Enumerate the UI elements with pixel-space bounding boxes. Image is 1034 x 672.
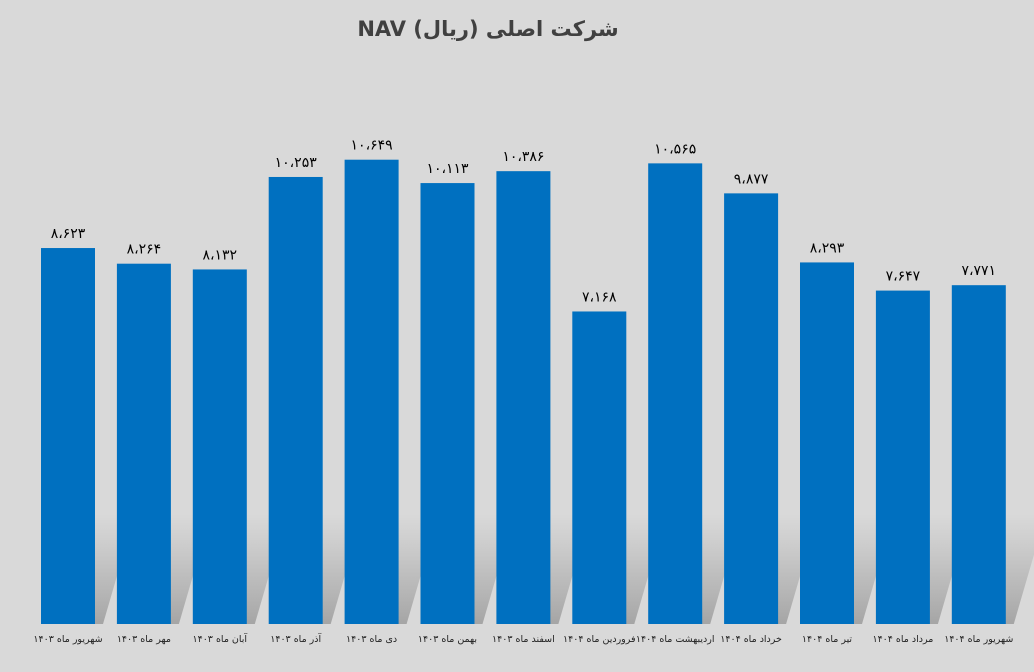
bar	[875, 290, 930, 624]
category-label: اردیبهشت ماه ۱۴۰۴	[636, 634, 715, 645]
bar	[724, 193, 779, 624]
data-label: ۱۰،۱۱۳	[426, 161, 469, 177]
data-label: ۸،۲۶۴	[127, 242, 162, 258]
category-label: اسفند ماه ۱۴۰۳	[492, 634, 555, 645]
data-label: ۱۰،۳۸۶	[502, 149, 544, 165]
category-label: آذر ماه ۱۴۰۳	[270, 632, 321, 645]
bar	[572, 311, 627, 624]
category-labels: شهریور ماه ۱۴۰۳ مهر ماه ۱۴۰۳ آبان ماه ۱۴۰۳…	[33, 632, 1013, 645]
data-label: ۱۰،۶۴۹	[351, 138, 393, 154]
category-label: بهمن ماه ۱۴۰۳	[418, 634, 477, 645]
data-label: ۸،۶۲۳	[51, 226, 86, 242]
category-label: مرداد ماه ۱۴۰۴	[872, 634, 933, 645]
bar	[344, 159, 399, 624]
data-label: ۱۰،۵۶۵	[654, 141, 696, 157]
bar	[41, 248, 95, 624]
data-label: ۷،۷۷۱	[961, 263, 996, 279]
data-label: ۱۰،۲۵۳	[275, 155, 318, 171]
data-label: ۸،۱۳۲	[202, 247, 237, 263]
category-label: فروردین ماه ۱۴۰۴	[563, 634, 636, 645]
bar	[420, 183, 475, 625]
category-label: دی ماه ۱۴۰۳	[346, 634, 397, 645]
data-label: ۷،۱۶۸	[582, 289, 617, 305]
bar	[951, 285, 1006, 624]
category-label: شهریور ماه ۱۴۰۳	[33, 634, 102, 645]
category-label: خرداد ماه ۱۴۰۴	[720, 634, 782, 645]
bar	[496, 171, 551, 624]
value-labels: ۸،۶۲۳ ۸،۲۶۴ ۸،۱۳۲ ۱۰،۲۵۳ ۱۰،۶۴۹ ۱۰،۱۱۳ ۱۰،۳۸۶ ۷…	[51, 138, 996, 306]
category-label: مهر ماه ۱۴۰۳	[117, 634, 171, 645]
chart-title: NAV شرکت اصلی (ریال)	[357, 17, 618, 41]
data-label: ۹،۸۷۷	[734, 171, 769, 187]
bar	[116, 263, 171, 624]
bars	[41, 159, 1006, 625]
bar	[192, 269, 247, 624]
category-label: شهریور ماه ۱۴۰۴	[944, 634, 1013, 645]
category-label: آبان ماه ۱۴۰۳	[193, 632, 248, 645]
bar	[268, 176, 323, 625]
data-label: ۷،۶۴۷	[886, 269, 921, 285]
data-label: ۸،۲۹۳	[810, 240, 845, 256]
category-label: تیر ماه ۱۴۰۴	[802, 634, 853, 645]
bar	[800, 262, 854, 624]
bar	[648, 163, 703, 624]
